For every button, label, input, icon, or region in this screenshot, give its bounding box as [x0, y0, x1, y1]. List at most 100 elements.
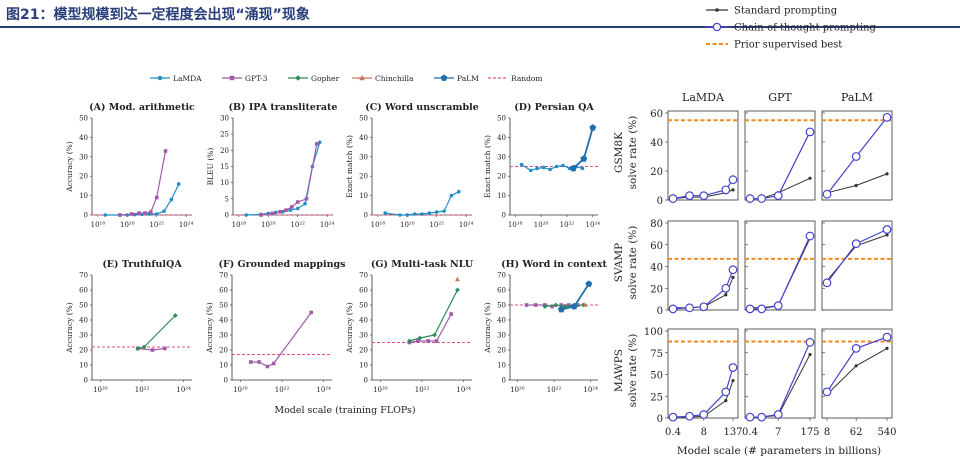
panel-h-xtick-label: 10²⁴	[583, 386, 598, 394]
panel-e-xtick-label: 10²⁴	[176, 386, 191, 394]
panel-d-xtick-label: 10²⁰	[534, 221, 549, 229]
right-col-header-palm: PaLM	[841, 91, 873, 104]
panel-b-ylabel: BLEU (%)	[206, 148, 215, 186]
panel-d-palm-line	[572, 127, 594, 170]
right-legend-label-standard: Standard prompting	[734, 6, 838, 17]
right-panel-mawps-gpt-xtick-label: 175	[800, 427, 819, 438]
panel-d-lamda-point	[548, 167, 552, 172]
right-panel-svamp-lamda-cot-point	[668, 304, 678, 314]
panel-f-gpt-3-point	[309, 310, 313, 315]
legend-marker-gopher	[295, 75, 301, 81]
panel-h-gpt-3-point	[550, 304, 554, 309]
panel-a-ytick-label: 10	[79, 192, 88, 200]
panel-a-lamda-point	[176, 182, 181, 186]
right-panel-gsm8k-palm-frame	[821, 110, 893, 201]
panel-a-title: (A) Mod. arithmetic	[89, 102, 195, 113]
panel-c-ytick-label: 50	[359, 115, 368, 123]
panel-c-ytick-label: 10	[359, 192, 368, 200]
panel-f-ytick-label: 50	[219, 302, 228, 310]
legend-label-palm: PaLM	[457, 74, 479, 83]
legend-label-chinchilla: Chinchilla	[375, 74, 414, 83]
right-panel-gsm8k-lamda-cot-point	[728, 175, 738, 185]
panel-a-gpt-3-point	[154, 195, 159, 200]
panel-g-gopher-point	[432, 332, 437, 338]
legend-label-random: Random	[511, 74, 543, 83]
right-panel-svamp-gpt-cot-point	[757, 304, 767, 314]
panel-g-gopher-line	[409, 289, 458, 342]
left-xlabel: Model scale (training FLOPs)	[274, 405, 415, 416]
right-col-header-lamda: LaMDA	[682, 91, 725, 104]
panel-a-ylabel: Accuracy (%)	[65, 141, 74, 193]
right-panel-svamp-palm-cot-point	[851, 239, 861, 249]
panel-a-xtick-label: 10²²	[149, 221, 164, 229]
panel-g-ytick-label: 50	[359, 302, 368, 310]
right-panel-gsm8k-lamda-standard-point	[731, 188, 735, 192]
panel-g-xtick-label: 10²²	[415, 386, 430, 394]
panel-d-lamda-point	[541, 165, 546, 170]
panel-f-ylabel: Accuracy (%)	[205, 302, 214, 354]
panel-f-gpt-3-line	[250, 312, 312, 368]
right-panel-mawps-lamda-cot-point	[668, 412, 678, 422]
right-panel-gsm8k-lamda-ytick-label: 40	[650, 138, 663, 149]
right-panel-svamp-lamda-ytick-label: 40	[650, 263, 663, 274]
right-row-ylabel-gsm8k: solve rate (%)	[627, 116, 639, 190]
right-panel-gsm8k-gpt-cot-point	[773, 191, 783, 201]
panel-e-xtick-label: 10²⁰	[93, 386, 108, 394]
right-panel-mawps-gpt-cot-line	[750, 342, 811, 418]
panel-e-ytick-label: 0	[84, 377, 88, 385]
panel-a-lamda-line	[105, 183, 180, 216]
panel-f-xtick-label: 10²²	[275, 386, 290, 394]
panel-g-ytick-label: 30	[359, 332, 368, 340]
right-panel-svamp-lamda-cot-point	[728, 265, 738, 275]
panel-b-ytick-label: 25	[220, 131, 229, 139]
panel-a-gpt-3-point	[118, 213, 122, 217]
right-panel-svamp-lamda-cot-point	[685, 303, 694, 313]
right-panel-mawps-palm-xtick-label: 8	[824, 427, 830, 438]
panel-h-ytick-label: 40	[497, 317, 506, 325]
panel-g-title: (G) Multi-task NLU	[371, 259, 474, 270]
panel-d-lamda-point	[580, 166, 585, 171]
panel-c-xtick-label: 10²²	[429, 221, 444, 229]
right-panel-gsm8k-lamda-ytick-label: 60	[650, 109, 663, 120]
panel-d-ytick-label: 40	[497, 134, 506, 142]
panel-g-xtick-label: 10²⁰	[373, 386, 388, 394]
panel-a-lamda-point	[169, 197, 174, 202]
right-panel-mawps-palm-cot-point	[822, 387, 832, 397]
panel-a-lamda-point	[162, 209, 166, 213]
panel-f-gpt-3-point	[248, 360, 253, 364]
panel-c-lamda-point	[427, 211, 432, 215]
panel-g-gpt-3-point	[426, 339, 431, 343]
right-panel-gsm8k-palm-cot-point	[822, 189, 832, 199]
legend-label-gpt-3: GPT-3	[245, 74, 268, 83]
right-panel-gsm8k-lamda-frame	[667, 110, 739, 201]
right-panel-svamp-lamda-cot-point	[699, 302, 709, 312]
panel-g-chinchilla-point	[455, 276, 460, 282]
panel-f-title: (F) Grounded mappings	[219, 259, 346, 270]
panel-e-ytick-label: 30	[79, 332, 88, 340]
panel-d-ytick-label: 50	[497, 115, 506, 123]
panel-g-xtick-label: 10²⁴	[456, 386, 471, 394]
panel-d-lamda-point	[519, 162, 524, 167]
right-legend-marker-standard	[715, 8, 719, 12]
right-panel-svamp-palm-standard-point	[885, 233, 889, 237]
panel-g-gpt-3-point	[416, 339, 420, 343]
right-panel-mawps-palm-standard-point	[885, 346, 889, 350]
panel-b-ytick-label: 20	[220, 147, 229, 155]
panel-f-ytick-label: 60	[219, 287, 228, 295]
panel-a-ytick-label: 50	[79, 115, 88, 123]
panel-b-lamda-point	[317, 140, 322, 145]
panel-c-lamda-point	[412, 212, 417, 216]
panel-b-ytick-label: 10	[220, 179, 229, 187]
right-panel-gsm8k-gpt-cot-point	[745, 194, 755, 203]
panel-c-ytick-label: 20	[359, 173, 368, 181]
right-panel-mawps-lamda-standard-point	[731, 378, 735, 383]
panel-e-ytick-label: 70	[79, 272, 88, 280]
panel-f-gpt-3-point	[271, 361, 276, 366]
legend-marker-chinchilla	[359, 75, 365, 81]
right-panel-gsm8k-palm-standard-point	[854, 183, 858, 188]
panel-d-lamda-point	[528, 168, 533, 173]
panel-b-xtick-label: 10²⁰	[261, 221, 276, 229]
panel-h-gopher-point	[580, 302, 586, 308]
right-row-ylabel-svamp: solve rate (%)	[627, 226, 639, 300]
panel-e-gpt-3-point	[163, 346, 167, 351]
